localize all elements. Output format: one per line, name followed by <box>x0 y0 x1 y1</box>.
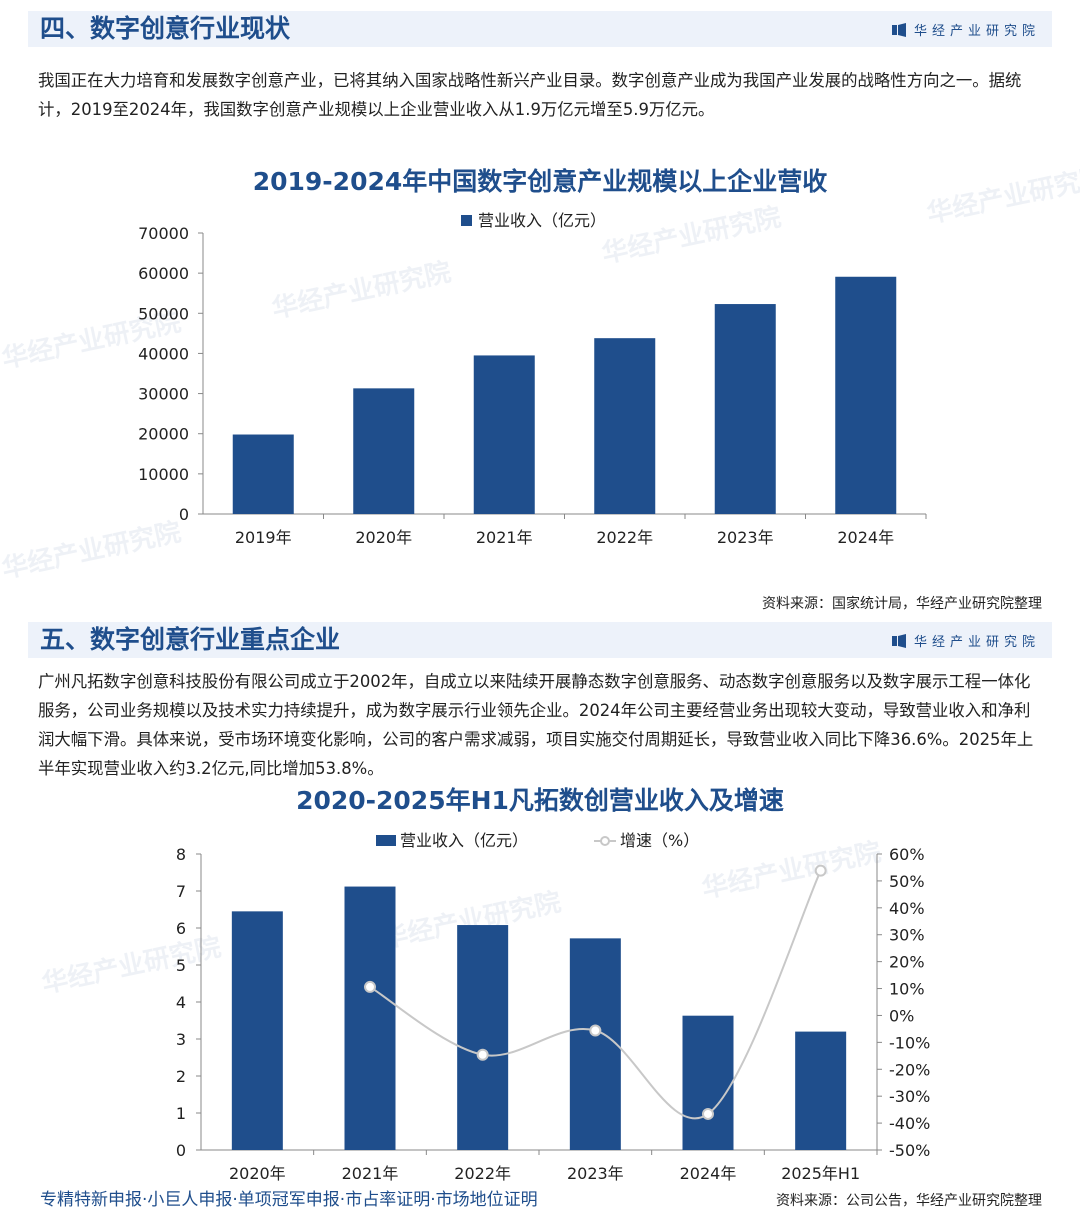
chart2-source: 资料来源：公司公告，华经产业研究院整理 <box>776 1193 1042 1209</box>
y-tick-label: 8 <box>176 845 186 864</box>
x-tick-label: 2023年 <box>567 1164 624 1183</box>
section-title: 四、数字创意行业现状 <box>40 14 291 43</box>
y-tick-label: 4 <box>176 993 186 1012</box>
y-tick-label: 6 <box>176 919 186 938</box>
y2-tick-label: 60% <box>889 845 925 864</box>
legend-label: 增速（%） <box>620 831 699 850</box>
bar <box>594 338 656 514</box>
y2-tick-label: -10% <box>889 1033 930 1052</box>
section-header: 四、数字创意行业现状 华经产业研究院 <box>28 11 1052 47</box>
bar <box>569 938 621 1150</box>
y-tick-label: 7 <box>176 882 186 901</box>
chart1: 营业收入（亿元） 0 10000 20000 30000 40000 50000 60000 7… <box>138 211 927 547</box>
bar <box>232 434 294 514</box>
growth-point <box>814 864 827 877</box>
y2-tick-label: -30% <box>889 1087 930 1106</box>
legend-swatch <box>376 835 396 846</box>
y2-tick-label: -50% <box>889 1141 930 1160</box>
y-tick-label: 2 <box>176 1067 186 1086</box>
y-tick-label: 1 <box>176 1104 186 1123</box>
y2-tick-label: -20% <box>889 1060 930 1079</box>
section-title: 五、数字创意行业重点企业 <box>40 625 341 654</box>
bar <box>835 276 897 514</box>
bar <box>795 1031 847 1150</box>
x-tick-label: 2020年 <box>229 1164 286 1183</box>
y-tick-label: 3 <box>176 1030 186 1049</box>
y2-tick-label: 40% <box>889 899 925 918</box>
bar <box>714 304 776 514</box>
y2-tick-label: 30% <box>889 926 925 945</box>
growth-point <box>589 1024 602 1037</box>
growth-line <box>369 870 822 1120</box>
y2-tick-label: 10% <box>889 980 925 999</box>
y-tick-label: 30000 <box>138 385 189 404</box>
y2-tick-label: -40% <box>889 1114 930 1133</box>
y2-tick-label: 0% <box>889 1006 914 1025</box>
brand-name: 华经产业研究院 <box>913 24 1040 39</box>
x-tick-label: 2022年 <box>454 1164 511 1183</box>
growth-point <box>364 980 376 993</box>
y-tick-label: 0 <box>179 505 189 524</box>
x-tick-label: 2024年 <box>680 1164 737 1183</box>
legend-marker <box>600 836 610 846</box>
y-tick-label: 10000 <box>138 465 189 484</box>
legend-label: 营业收入（亿元） <box>400 831 528 850</box>
chart2: 营业收入（亿元） 增速（%） 0 1 2 3 4 5 6 7 8 -50% -40% -30% -20% -1… <box>176 831 931 1183</box>
y-tick-label: 20000 <box>138 425 189 444</box>
y-tick-label: 60000 <box>138 264 189 283</box>
growth-point <box>702 1107 714 1120</box>
brand-name: 华经产业研究院 <box>913 635 1040 650</box>
brand-label: 华经产业研究院 <box>891 631 1040 650</box>
y-tick-label: 50000 <box>138 304 189 323</box>
x-tick-label: 2022年 <box>596 528 653 547</box>
x-tick-label: 2021年 <box>342 1164 399 1183</box>
brand-label: 华经产业研究院 <box>891 20 1040 39</box>
x-tick-label: 2021年 <box>476 528 533 547</box>
bar <box>682 1015 734 1150</box>
x-tick-label: 2023年 <box>717 528 774 547</box>
y-tick-label: 70000 <box>138 224 189 243</box>
section-header: 五、数字创意行业重点企业 华经产业研究院 <box>28 622 1052 658</box>
bar <box>353 388 415 514</box>
y-tick-label: 40000 <box>138 344 189 363</box>
legend-swatch <box>461 215 472 226</box>
section4-paragraph: 我国正在大力培育和发展数字创意产业，已将其纳入国家战略性新兴产业目录。数字创意产… <box>38 71 1022 119</box>
x-tick-label: 2025年H1 <box>781 1164 860 1183</box>
brand-logo-icon <box>891 22 906 37</box>
bar <box>457 925 509 1150</box>
bar <box>344 886 396 1150</box>
y-tick-label: 5 <box>176 956 186 975</box>
y2-tick-label: 50% <box>889 872 925 891</box>
x-tick-label: 2020年 <box>355 528 412 547</box>
x-tick-label: 2019年 <box>235 528 292 547</box>
bar <box>473 355 535 514</box>
x-tick-label: 2024年 <box>837 528 894 547</box>
growth-point <box>476 1048 489 1061</box>
legend-label: 营业收入（亿元） <box>478 211 606 230</box>
y-tick-label: 0 <box>176 1141 186 1160</box>
chart1-source: 资料来源：国家统计局，华经产业研究院整理 <box>762 596 1042 612</box>
y2-tick-label: 20% <box>889 953 925 972</box>
footer-tagline: 专精特新申报·小巨人申报·单项冠军申报·市占率证明·市场地位证明 <box>40 1190 538 1210</box>
chart1-title: 2019-2024年中国数字创意产业规模以上企业营收 <box>252 167 828 196</box>
brand-logo-icon <box>891 633 906 648</box>
bar <box>231 911 283 1150</box>
section5-paragraph: 广州凡拓数字创意科技股份有限公司成立于2002年，自成立以来陆续开展静态数字创意… <box>38 672 1034 778</box>
chart2-title: 2020-2025年H1凡拓数创营业收入及增速 <box>296 786 784 815</box>
